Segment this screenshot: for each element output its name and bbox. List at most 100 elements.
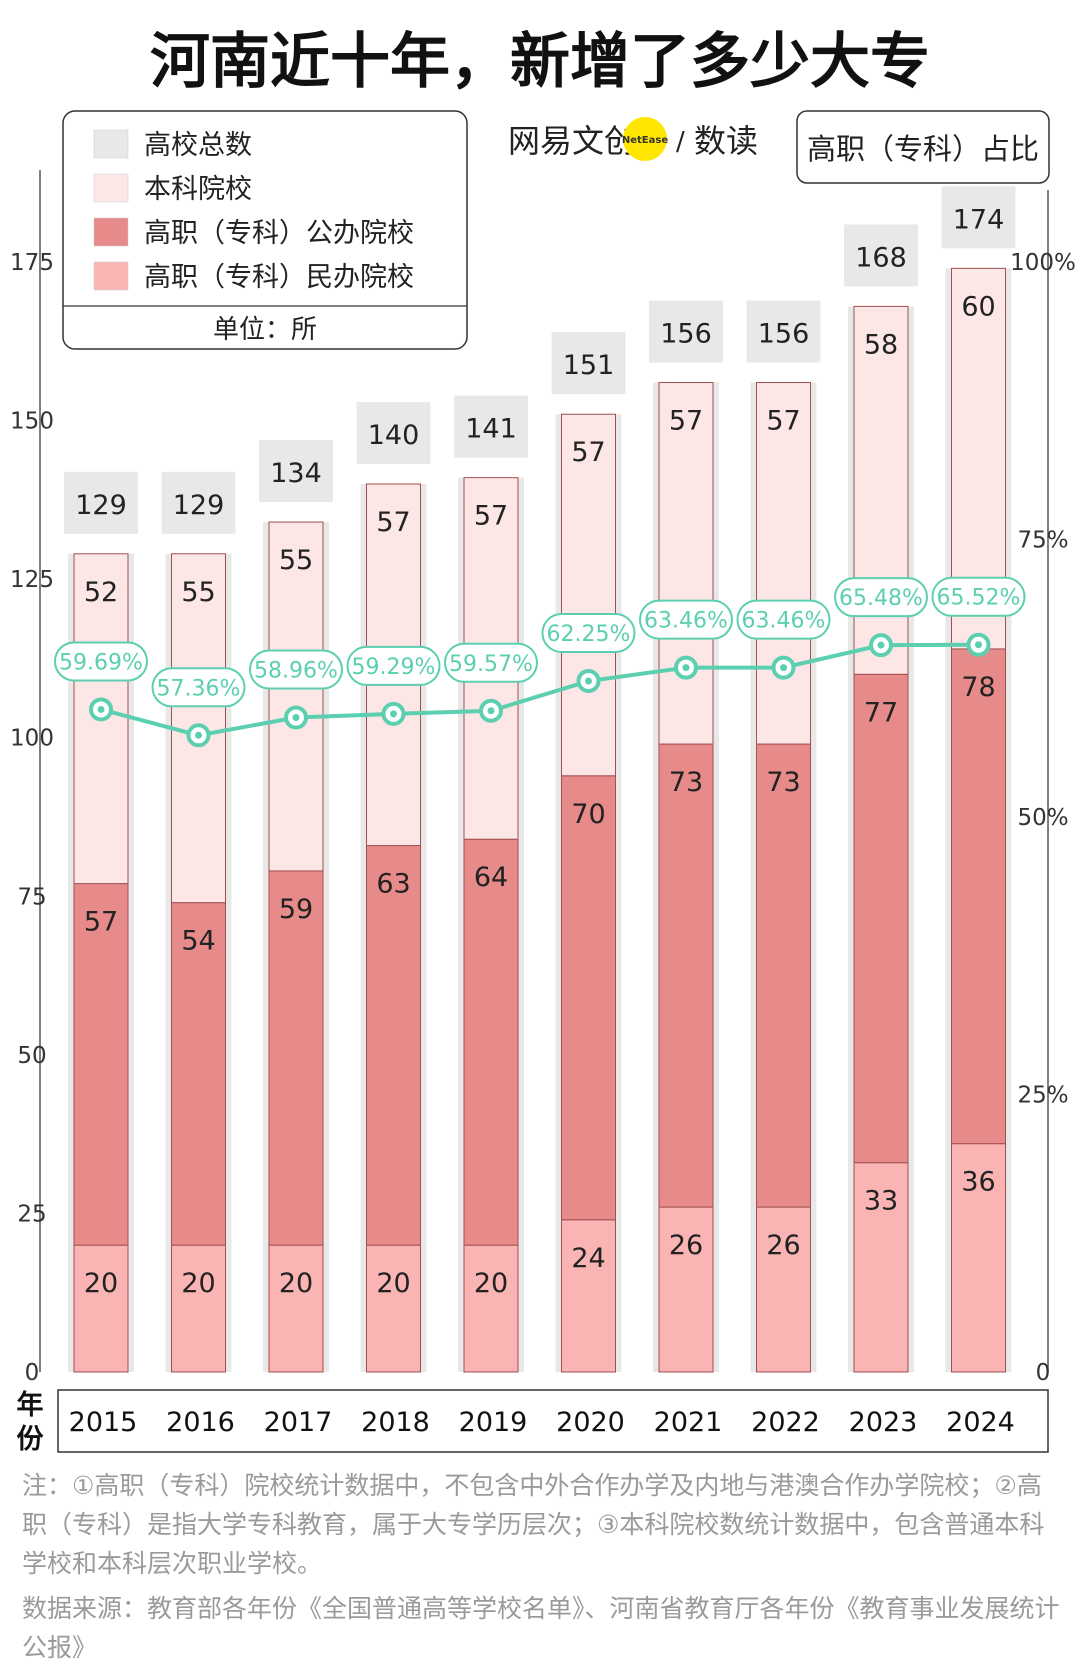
segment-label: 60 [961,291,995,322]
total-label: 129 [75,490,127,521]
x-tick-label: 2018 [361,1407,430,1438]
ratio-label-box [444,642,538,683]
legend-item: 高职（专科）公办院校 [93,217,414,249]
ratio-label-box [54,641,148,682]
segment-label: 57 [571,437,605,468]
legend-unit: 单位：所 [213,315,317,345]
bar-group-2022: 156 26 73 57 [746,300,821,1373]
ratio-label-box [346,645,441,686]
x-axis-label-2: 份 [17,1424,44,1455]
total-label-box [259,440,333,503]
bar-group-2024: 174 36 78 60 [941,186,1016,1373]
x-tick-label: 2020 [556,1407,625,1438]
segment-label: 57 [376,507,410,538]
y-tick-label: 25 [17,1201,46,1227]
ratio-marker-dot [975,641,982,649]
ratio-point-2015: 59.69% [54,641,148,722]
total-label: 141 [465,414,517,445]
ratio-point-2018: 59.29% [346,645,441,726]
legend-label: 高职（专科）民办院校 [144,262,414,293]
x-tick-label: 2015 [69,1407,138,1438]
data-source: 数据来源：教育部各年份《全国普通高等学校名单》、河南省教育厅各年份《教育事业发展… [22,1594,1060,1662]
bar-segment [853,1162,909,1373]
notes: 注：①高职（专科）院校统计数据中，不包含中外合作办学及内地与港澳合作办学院校；②… [22,1466,1062,1673]
ratio-label-box [151,667,246,708]
ratio-label-box [931,576,1026,617]
bar-segment [853,305,909,675]
ratio-point-2022: 63.46% [736,599,831,680]
ratio-marker-dot [780,664,787,672]
ratio-point-2019: 59.57% [444,642,538,723]
bar-segment [171,902,226,1246]
x-tick-label: 2024 [946,1407,1015,1438]
bar-segment [268,1244,324,1373]
footnote: 注：①高职（专科）院校统计数据中，不包含中外合作办学及内地与港澳合作办学院校；②… [22,1471,1045,1578]
x-tick-label: 2023 [849,1407,918,1438]
legend-item: 高校总数 [93,129,252,161]
ratio-tick-label: 100% [1010,250,1076,276]
ratio-label: 65.48% [839,586,923,611]
ratio-label: 59.57% [449,652,533,677]
y-tick-label: 175 [10,250,54,276]
y-tick-label: 125 [10,567,54,593]
x-tick-label: 2016 [166,1407,235,1438]
bar-segment [73,883,129,1246]
x-tick-label: 2017 [264,1407,333,1438]
ratio-label-box [834,577,928,618]
ratio-tick-label: 0 [1036,1360,1051,1386]
total-label: 168 [855,242,907,273]
segment-label: 24 [571,1243,605,1274]
bar-segment [463,838,519,1246]
chart-title: 河南近十年，新增了多少大专 [150,27,930,97]
x-axis-label-1: 年 [17,1389,44,1421]
legend-swatch [93,217,129,247]
segment-label: 59 [279,894,313,925]
total-label: 174 [953,204,1005,235]
ratio-marker-dot [585,677,592,685]
segment-label: 57 [766,406,800,437]
bar-group-2016: 129 20 54 55 [161,471,236,1373]
brand-left: 网易文创 [508,122,636,160]
bar-segment [561,1219,616,1373]
segment-label: 73 [669,767,703,798]
ratio-point-2016: 57.36% [151,667,246,748]
ratio-marker-dot [97,705,105,713]
ratio-label-box [541,613,636,654]
segment-label: 57 [669,406,703,437]
segment-label: 20 [279,1268,313,1299]
total-label-box [356,402,431,464]
bar-segment [658,1206,714,1373]
legend-item: 本科院校 [93,173,252,205]
ratio-tick-label: 75% [1017,528,1068,554]
bar-segment [756,382,811,745]
ratio-marker-dot [682,664,690,672]
bar-segment [366,1244,421,1373]
ratio-label: 58.96% [254,659,338,684]
segment-label: 54 [181,926,215,957]
y-tick-label: 75 [17,884,46,910]
legend-label: 高职（专科）公办院校 [144,218,414,249]
bar-group-2015: 129 20 57 52 [64,471,138,1373]
bar-segment [951,648,1006,1145]
y-tick-label: 50 [17,1043,46,1069]
ratio-marker-dot [487,707,495,715]
ratio-line [100,642,979,738]
total-label-box [844,224,918,287]
y-tick-label: 0 [25,1360,40,1386]
ratio-label: 63.46% [644,609,728,634]
total-label-box [649,300,723,363]
segment-label: 77 [864,697,898,728]
ratio-label-box [249,649,343,690]
total-label-box [746,300,821,363]
bar-group-2023: 168 33 77 58 [844,224,918,1373]
total-label-box [551,332,626,395]
total-label-box [454,395,528,458]
bar-group-2017: 134 20 59 55 [259,440,333,1373]
bar-segment [268,870,324,1246]
ratio-point-2024: 65.52% [931,576,1026,657]
bar-segment [268,521,324,872]
total-label-box [941,186,1016,249]
ratio-marker-dot [877,641,885,649]
bar-group-2018: 140 20 63 57 [356,402,431,1373]
